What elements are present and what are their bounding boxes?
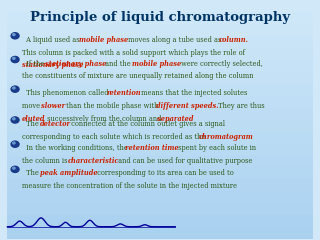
Circle shape — [12, 57, 15, 59]
Text: column.: column. — [219, 36, 248, 44]
Bar — [7, 144, 313, 156]
Text: If the: If the — [24, 60, 46, 67]
Bar — [7, 227, 313, 239]
Bar — [7, 25, 313, 37]
Text: peak amplitude: peak amplitude — [40, 169, 98, 177]
Bar — [7, 215, 313, 227]
Bar — [7, 108, 313, 120]
Circle shape — [12, 34, 15, 36]
Circle shape — [11, 166, 19, 172]
Text: slower: slower — [41, 102, 66, 110]
Text: This column is packed with a solid support which plays the role of: This column is packed with a solid suppo… — [22, 48, 245, 57]
Bar — [7, 61, 313, 72]
Text: stationary phase: stationary phase — [22, 61, 84, 69]
Circle shape — [11, 56, 19, 63]
Circle shape — [12, 142, 15, 144]
Bar — [7, 37, 313, 49]
Circle shape — [11, 141, 19, 147]
Text: stationary phase: stationary phase — [45, 60, 106, 67]
Text: The: The — [24, 169, 41, 177]
Text: separated: separated — [157, 115, 194, 123]
Bar — [7, 203, 313, 215]
Bar — [7, 1, 313, 13]
Text: and can be used for qualitative purpose: and can be used for qualitative purpose — [116, 157, 253, 165]
Circle shape — [11, 33, 19, 39]
Text: eluted: eluted — [22, 115, 45, 123]
Text: A liquid used as: A liquid used as — [24, 36, 81, 44]
Text: connected at the column outlet gives a signal: connected at the column outlet gives a s… — [69, 120, 225, 128]
Bar — [7, 72, 313, 84]
Text: chromatogram: chromatogram — [199, 133, 254, 141]
Text: This phenomenon called: This phenomenon called — [24, 89, 110, 97]
Bar — [7, 156, 313, 168]
Text: successively from the column and: successively from the column and — [44, 115, 163, 123]
Text: than the mobile phase with: than the mobile phase with — [64, 102, 161, 110]
Circle shape — [12, 87, 15, 89]
Text: detector: detector — [40, 120, 71, 128]
Text: move: move — [22, 102, 42, 110]
Text: The: The — [24, 120, 41, 128]
Circle shape — [11, 117, 19, 123]
Bar — [7, 120, 313, 132]
Bar — [7, 132, 313, 144]
Text: In the working conditions, the: In the working conditions, the — [24, 144, 130, 152]
Text: retention time: retention time — [125, 144, 178, 152]
Text: characteristic: characteristic — [68, 157, 119, 165]
Circle shape — [12, 167, 15, 169]
Text: and the: and the — [103, 60, 133, 67]
Text: mobile phase: mobile phase — [79, 36, 128, 44]
Bar — [7, 49, 313, 61]
Text: corresponding to each solute which is recorded as the: corresponding to each solute which is re… — [22, 133, 208, 141]
Text: spent by each solute in: spent by each solute in — [176, 144, 256, 152]
Text: moves along a tube used as: moves along a tube used as — [126, 36, 223, 44]
Text: the column is: the column is — [22, 157, 70, 165]
Circle shape — [11, 86, 19, 92]
Text: Principle of liquid chromatography: Principle of liquid chromatography — [30, 11, 290, 24]
Bar — [7, 84, 313, 96]
Circle shape — [12, 118, 15, 120]
Bar — [7, 13, 313, 25]
Text: mobile phase: mobile phase — [132, 60, 181, 67]
Text: the constituents of mixture are unequally retained along the column: the constituents of mixture are unequall… — [22, 72, 253, 80]
Text: were correctly selected,: were correctly selected, — [179, 60, 263, 67]
Text: retention: retention — [106, 89, 141, 97]
Text: corresponding to its area can be used to: corresponding to its area can be used to — [95, 169, 234, 177]
Bar — [7, 191, 313, 203]
Bar — [7, 168, 313, 179]
Text: different speeds.: different speeds. — [156, 102, 219, 110]
Text: means that the injected solutes: means that the injected solutes — [139, 89, 248, 97]
Text: measure the concentration of the solute in the injected mixture: measure the concentration of the solute … — [22, 182, 237, 190]
Bar — [7, 96, 313, 108]
Text: They are thus: They are thus — [216, 102, 265, 110]
Bar — [7, 179, 313, 191]
